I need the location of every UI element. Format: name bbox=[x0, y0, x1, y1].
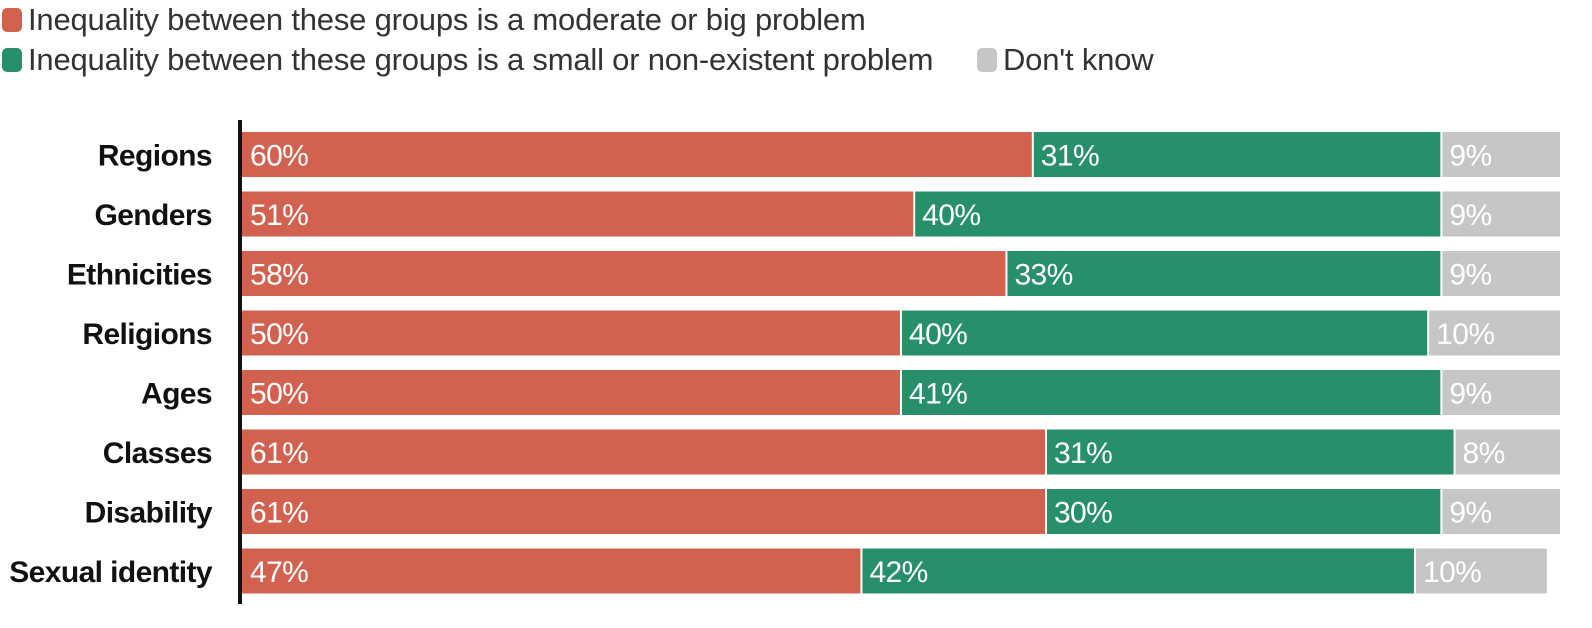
bar-segment bbox=[1442, 251, 1560, 296]
data-label: 9% bbox=[1449, 199, 1491, 232]
bar-segment bbox=[902, 310, 1428, 356]
bar-segment bbox=[242, 191, 914, 237]
bar-segment bbox=[1442, 370, 1560, 415]
data-label: 31% bbox=[1041, 140, 1099, 173]
category-label: Disability bbox=[85, 497, 213, 530]
data-label: 41% bbox=[909, 378, 967, 411]
data-label: 10% bbox=[1436, 318, 1494, 351]
legend-swatch-red bbox=[2, 8, 22, 32]
bar-segment bbox=[242, 370, 900, 415]
legend-swatch-grey bbox=[977, 48, 997, 72]
bar-segment bbox=[242, 429, 1045, 475]
bar-segment bbox=[1416, 548, 1547, 594]
data-label: 9% bbox=[1449, 497, 1491, 530]
legend-item-moderate-or-big-problem: Inequality between these groups is a mod… bbox=[2, 2, 866, 38]
data-label: 42% bbox=[869, 556, 927, 589]
data-label: 51% bbox=[250, 199, 308, 232]
bar-segment bbox=[1429, 310, 1560, 356]
data-label: 61% bbox=[250, 497, 308, 530]
data-label: 33% bbox=[1014, 259, 1072, 292]
data-label: 9% bbox=[1449, 140, 1491, 173]
data-label: 60% bbox=[250, 140, 308, 173]
bar-segment bbox=[242, 310, 900, 356]
bar-segment bbox=[862, 548, 1415, 594]
category-label: Religions bbox=[82, 318, 212, 351]
data-label: 30% bbox=[1054, 497, 1112, 530]
category-label: Sexual identity bbox=[9, 556, 213, 589]
category-label: Classes bbox=[103, 437, 212, 470]
category-label: Ethnicities bbox=[67, 259, 212, 292]
bar-segment bbox=[1046, 489, 1441, 534]
bar-segment bbox=[242, 251, 1006, 296]
legend-label: Don't know bbox=[1003, 42, 1154, 77]
data-label: 50% bbox=[250, 318, 308, 351]
data-label: 8% bbox=[1463, 437, 1505, 470]
data-label: 40% bbox=[922, 199, 980, 232]
bar-segment bbox=[1442, 132, 1560, 177]
legend-label: Inequality between these groups is a sma… bbox=[28, 42, 934, 77]
data-label: 9% bbox=[1449, 259, 1491, 292]
bar-segment bbox=[1046, 429, 1454, 475]
category-label: Regions bbox=[98, 140, 212, 173]
data-label: 40% bbox=[909, 318, 967, 351]
legend-item-small-or-non-existent-problem: Inequality between these groups is a sma… bbox=[2, 42, 933, 78]
legend-item-dont-know: Don't know bbox=[977, 42, 1154, 78]
bar-segment bbox=[902, 370, 1441, 415]
bar-segment bbox=[1007, 251, 1441, 296]
data-label: 61% bbox=[250, 437, 308, 470]
bar-segment bbox=[242, 132, 1032, 177]
bar-segment bbox=[242, 489, 1045, 534]
chart-legend: Inequality between these groups is a mod… bbox=[0, 0, 1592, 90]
legend-swatch-green bbox=[2, 48, 22, 72]
data-label: 47% bbox=[250, 556, 308, 589]
legend-label: Inequality between these groups is a mod… bbox=[28, 2, 866, 37]
data-label: 58% bbox=[250, 259, 308, 292]
data-label: 50% bbox=[250, 378, 308, 411]
bar-segment bbox=[1442, 191, 1560, 237]
category-label: Ages bbox=[141, 378, 212, 411]
bar-segment bbox=[1442, 489, 1560, 534]
bar-segment bbox=[242, 548, 861, 594]
data-label: 10% bbox=[1423, 556, 1481, 589]
category-label: Genders bbox=[94, 199, 212, 232]
data-label: 31% bbox=[1054, 437, 1112, 470]
data-label: 9% bbox=[1449, 378, 1491, 411]
bar-segment bbox=[915, 191, 1441, 237]
bar-segment bbox=[1455, 429, 1560, 475]
bar-segment bbox=[1033, 132, 1441, 177]
